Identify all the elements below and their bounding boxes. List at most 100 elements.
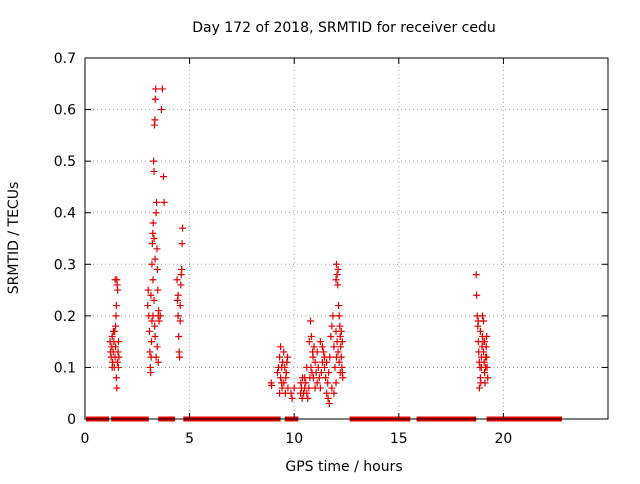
data-point [148, 317, 156, 325]
data-point [175, 332, 183, 340]
data-point [311, 358, 319, 366]
data-point [339, 374, 347, 382]
data-point [150, 157, 158, 165]
data-point [480, 317, 488, 325]
data-point [325, 400, 333, 408]
data-point [473, 291, 481, 299]
data-point [144, 302, 152, 310]
y-tick-label: 0.7 [54, 51, 76, 67]
data-point [147, 291, 155, 299]
data-point [332, 260, 340, 268]
data-point [329, 312, 337, 320]
y-axis-label: SRMTID / TECUs [6, 182, 22, 295]
data-point [146, 348, 154, 356]
data-point [484, 374, 492, 382]
data-point [109, 327, 117, 335]
data-point [323, 358, 331, 366]
data-point [280, 379, 288, 387]
data-point [483, 332, 491, 340]
data-point [173, 276, 181, 284]
tick-labels: 0 5 10 15 20 0 0.1 0.2 0.3 0.4 0.5 0.6 0.7 [54, 51, 513, 447]
data-point [313, 348, 321, 356]
data-point [321, 363, 329, 371]
data-point [332, 353, 340, 361]
data-point [112, 374, 120, 382]
data-point [149, 229, 157, 237]
x-axis-label: GPS time / hours [285, 459, 402, 475]
data-point [277, 343, 285, 351]
data-point [302, 379, 310, 387]
data-point [481, 338, 489, 346]
data-point [178, 224, 186, 232]
data-point [317, 369, 325, 377]
y-tick-label: 0.6 [54, 103, 76, 119]
data-point [332, 327, 340, 335]
data-point [481, 369, 489, 377]
data-point [151, 116, 159, 124]
axis-ticks [84, 57, 608, 420]
data-point [323, 389, 331, 397]
data-point [324, 394, 332, 402]
data-point [328, 384, 336, 392]
data-point [475, 384, 483, 392]
data-point [310, 343, 318, 351]
data-point [113, 384, 121, 392]
data-point [178, 265, 186, 273]
data-point [324, 379, 332, 387]
data-point [108, 363, 116, 371]
data-point [147, 369, 155, 377]
data-point [149, 312, 157, 320]
data-point [278, 384, 286, 392]
x-tick-label: 0 [81, 431, 90, 447]
data-point [332, 276, 340, 284]
data-point [307, 332, 315, 340]
data-point [154, 358, 162, 366]
data-point [334, 348, 342, 356]
data-point [153, 198, 161, 206]
data-point [309, 374, 317, 382]
data-point [290, 384, 298, 392]
data-point [174, 312, 182, 320]
data-point [472, 271, 480, 279]
data-point [480, 348, 488, 356]
grid-lines [85, 58, 608, 419]
data-point [273, 369, 281, 377]
data-point [322, 374, 330, 382]
data-point [152, 209, 160, 217]
data-point [151, 95, 159, 103]
data-point [332, 379, 340, 387]
data-point [149, 276, 157, 284]
data-point [314, 363, 322, 371]
data-point [311, 384, 319, 392]
data-point [336, 322, 344, 330]
data-point [150, 296, 158, 304]
data-point [158, 85, 166, 93]
data-point [305, 338, 313, 346]
data-point [338, 338, 346, 346]
data-point [114, 348, 122, 356]
data-point [153, 245, 161, 253]
data-point [148, 338, 156, 346]
data-point [303, 363, 311, 371]
data-point [145, 327, 153, 335]
data-point [176, 317, 184, 325]
data-point [276, 389, 284, 397]
data-point [303, 389, 311, 397]
data-point [316, 338, 324, 346]
data-point [315, 374, 323, 382]
data-point [178, 240, 186, 248]
data-point [327, 332, 335, 340]
data-point [160, 198, 168, 206]
x-tick-label: 15 [390, 431, 408, 447]
data-point [325, 369, 333, 377]
data-point [284, 384, 292, 392]
data-point [335, 358, 343, 366]
data-point [176, 353, 184, 361]
y-tick-label: 0.1 [54, 360, 76, 376]
data-point [177, 281, 185, 289]
data-point [334, 265, 342, 273]
data-point [112, 322, 120, 330]
data-point [114, 363, 122, 371]
data-point [151, 332, 159, 340]
